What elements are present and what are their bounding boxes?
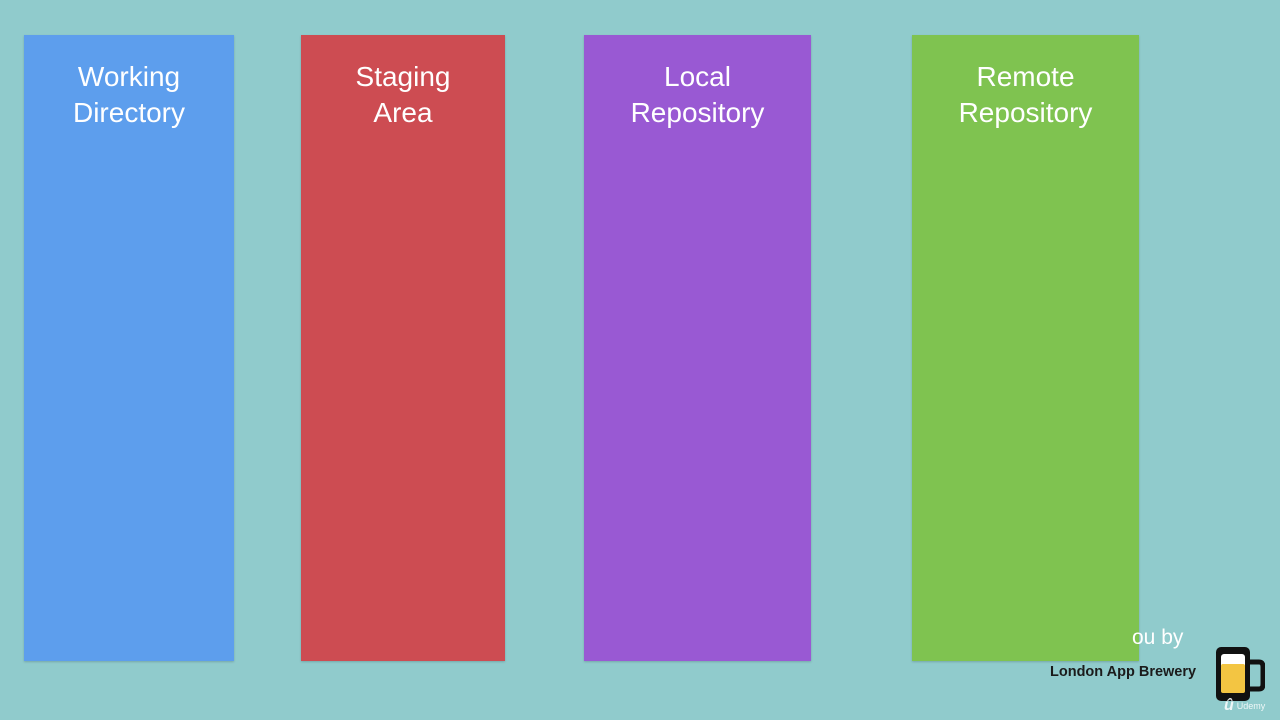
local-repository-title: Local Repository (630, 61, 765, 128)
working-directory-column: Working Directory (24, 35, 234, 661)
staging-area-title: Staging Area (355, 61, 451, 128)
local-repository-column: Local Repository (584, 35, 811, 661)
watermark-by-text: ou by (1132, 626, 1184, 649)
remote-repository-column: Remote Repository (912, 35, 1139, 661)
staging-area-column: Staging Area (301, 35, 505, 661)
watermark-brand-text: London App Brewery (1050, 664, 1197, 680)
udemy-watermark: û Udemy (1224, 696, 1265, 716)
udemy-watermark-text: Udemy (1236, 701, 1266, 711)
udemy-icon: û (1224, 697, 1234, 714)
beer-mug-icon (1216, 647, 1265, 701)
working-directory-title: Working Directory (72, 61, 185, 128)
remote-repository-title: Remote Repository (958, 61, 1093, 128)
